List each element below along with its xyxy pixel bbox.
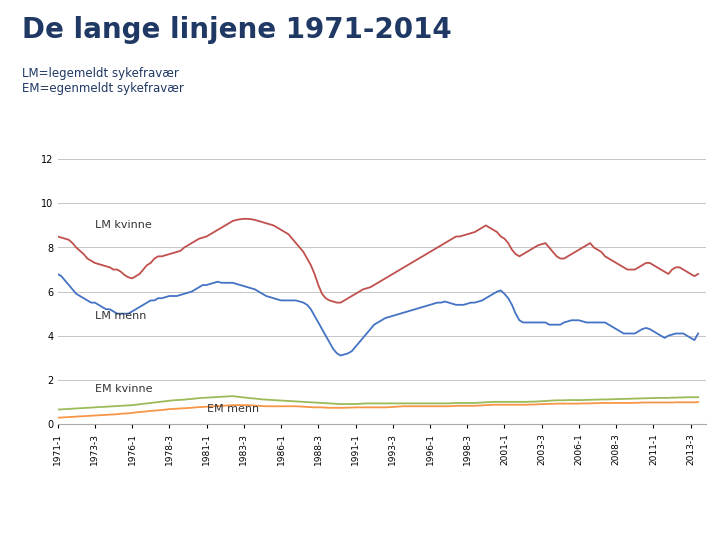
Text: EM kvinne: EM kvinne — [95, 384, 153, 394]
Text: Technology for a better society: Technology for a better society — [487, 510, 706, 524]
Text: De lange linjene 1971-2014: De lange linjene 1971-2014 — [22, 16, 451, 44]
Text: SINTEF: SINTEF — [76, 510, 131, 524]
Circle shape — [0, 509, 169, 525]
Text: LM menn: LM menn — [95, 311, 146, 321]
Text: LM=legemeldt sykefravær: LM=legemeldt sykefravær — [22, 68, 179, 80]
Text: LM kvinne: LM kvinne — [95, 220, 152, 229]
Text: EM=egenmeldt sykefravær: EM=egenmeldt sykefravær — [22, 82, 184, 95]
Text: EM menn: EM menn — [207, 404, 258, 414]
